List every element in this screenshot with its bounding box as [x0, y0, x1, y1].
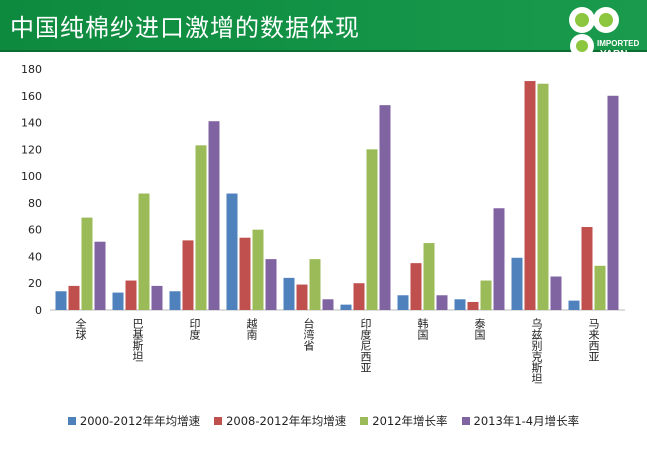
category-label: 越南: [245, 317, 258, 340]
bar: [226, 193, 238, 310]
category-label: 印度尼西亚: [359, 318, 372, 373]
bar: [151, 285, 163, 310]
bar: [322, 299, 334, 310]
bar: [467, 301, 479, 310]
y-tick-label: 60: [28, 224, 42, 237]
slide-header: 中国纯棉纱进口激增的数据体现 IMPORTED YARN: [0, 0, 647, 60]
category-label: 泰国: [473, 317, 486, 341]
bar: [524, 81, 536, 310]
category-label: 印度: [188, 318, 201, 341]
bar: [568, 300, 580, 310]
bar: [309, 259, 321, 310]
y-tick-label: 160: [21, 90, 42, 103]
bar: [112, 292, 124, 310]
y-tick-label: 20: [28, 277, 42, 290]
category-label: 乌兹别克斯坦: [530, 317, 543, 384]
legend-item: 2000-2012年年均增速: [67, 413, 201, 429]
legend-item: 2013年1-4月增长率: [461, 413, 580, 429]
bar: [454, 299, 466, 310]
bar: [55, 291, 67, 310]
bar: [182, 240, 194, 310]
bar: [68, 285, 80, 310]
category-label: 台湾省: [302, 317, 315, 352]
y-tick-label: 0: [35, 304, 42, 317]
bar: [436, 295, 448, 310]
legend-swatch: [214, 417, 223, 425]
bar: [493, 208, 505, 310]
category-label: 巴基斯坦: [131, 318, 144, 362]
bar: [550, 276, 562, 310]
bar: [480, 280, 492, 310]
category-label: 马来西亚: [587, 318, 600, 362]
svg-text:YARN: YARN: [600, 49, 627, 60]
bar: [296, 284, 308, 310]
bar: [283, 277, 295, 310]
bar: [208, 121, 220, 310]
bar: [125, 280, 137, 310]
svg-text:IMPORTED: IMPORTED: [597, 39, 639, 48]
bar: [252, 229, 264, 310]
bar: [366, 149, 378, 310]
chart-legend: 2000-2012年年均增速 2008-2012年年均增速 2012年增长率 2013…: [0, 413, 647, 429]
bar: [581, 226, 593, 310]
bar: [138, 193, 150, 310]
legend-label: 2012年增长率: [372, 414, 448, 428]
legend-item: 2012年增长率: [360, 413, 448, 429]
bar: [537, 83, 549, 310]
bar: [423, 243, 435, 310]
legend-label: 2000-2012年年均增速: [79, 414, 201, 428]
y-tick-label: 40: [28, 250, 42, 263]
bar: [511, 257, 523, 310]
bar: [410, 263, 422, 310]
bar: [340, 304, 352, 310]
category-label: 韩国: [416, 317, 429, 341]
category-label: 全球: [74, 317, 87, 340]
bar: [397, 295, 409, 310]
y-tick-label: 140: [21, 117, 42, 130]
bar: [594, 265, 606, 310]
bar-chart: 0 20 40 60 80 100 120 140 160 180 全球 巴基斯坦 印度 越南 台湾省 印度…: [21, 63, 625, 384]
slide-title: 中国纯棉纱进口激增的数据体现: [10, 14, 360, 42]
bar: [379, 105, 391, 311]
y-tick-label: 180: [21, 63, 42, 76]
bar: [195, 145, 207, 310]
bar: [265, 259, 277, 310]
legend-swatch: [67, 417, 76, 425]
legend-swatch: [461, 417, 470, 425]
bar: [169, 291, 181, 310]
bar: [607, 95, 619, 311]
legend-swatch: [360, 417, 369, 425]
y-tick-label: 120: [21, 143, 42, 156]
legend-item: 2008-2012年年均增速: [214, 413, 346, 429]
bar: [239, 237, 251, 310]
y-tick-label: 80: [28, 197, 42, 210]
legend-label: 2008-2012年年均增速: [226, 414, 347, 428]
bar: [353, 283, 365, 310]
legend-label: 2013年1-4月增长率: [473, 414, 580, 428]
bar: [81, 217, 93, 310]
imported-yarn-logo: IMPORTED YARN: [569, 7, 639, 60]
y-tick-label: 100: [21, 170, 42, 183]
bar: [94, 241, 106, 310]
